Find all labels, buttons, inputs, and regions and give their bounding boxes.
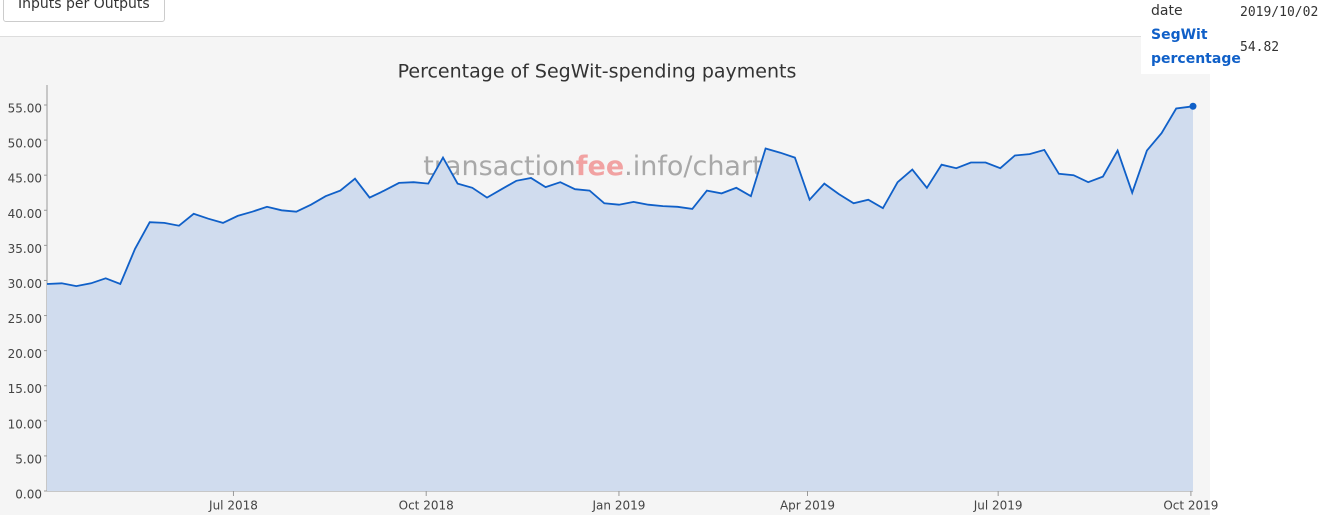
y-tick-label: 40.00 bbox=[8, 207, 42, 221]
chart-title: Percentage of SegWit-spending payments bbox=[398, 61, 797, 83]
y-tick-label: 5.00 bbox=[15, 452, 42, 466]
tooltip-value: 54.82 bbox=[1240, 40, 1280, 55]
y-tick-label: 20.00 bbox=[8, 347, 42, 361]
tab-button[interactable]: Inputs per Outputs bbox=[3, 0, 165, 22]
x-tick-label: Oct 2019 bbox=[1163, 499, 1218, 513]
watermark-part: .info/charts bbox=[624, 151, 777, 182]
tooltip: date 2019/10/02 SegWit percentage 54.82 bbox=[1141, 0, 1340, 74]
y-tick-label: 50.00 bbox=[8, 137, 42, 151]
y-tick-label: 25.00 bbox=[8, 312, 42, 326]
x-tick-label: Jul 2019 bbox=[973, 499, 1023, 513]
x-tick-label: Oct 2018 bbox=[399, 499, 454, 513]
area bbox=[47, 106, 1193, 492]
line bbox=[46, 105, 1194, 288]
y-tick-label: 10.00 bbox=[8, 417, 42, 431]
x-tick-label: Jan 2019 bbox=[592, 499, 646, 513]
y-tick-label: 45.00 bbox=[8, 172, 42, 186]
tooltip-key: date bbox=[1151, 3, 1183, 19]
x-tick-label: Apr 2019 bbox=[780, 499, 835, 513]
y-tick-label: 0.00 bbox=[15, 488, 42, 502]
hover-point bbox=[1189, 102, 1197, 110]
tooltip-key: SegWit percentage bbox=[1151, 27, 1241, 67]
y-tick-label: 55.00 bbox=[8, 102, 42, 116]
y-tick-label: 15.00 bbox=[8, 382, 42, 396]
y-tick-label: 35.00 bbox=[8, 242, 42, 256]
watermark: transactionfee.info/charts bbox=[423, 151, 776, 182]
watermark-part: fee bbox=[576, 151, 624, 182]
tooltip-value: 2019/10/02 bbox=[1240, 5, 1319, 20]
y-tick-label: 30.00 bbox=[8, 277, 42, 291]
x-tick-label: Jul 2018 bbox=[208, 499, 258, 513]
